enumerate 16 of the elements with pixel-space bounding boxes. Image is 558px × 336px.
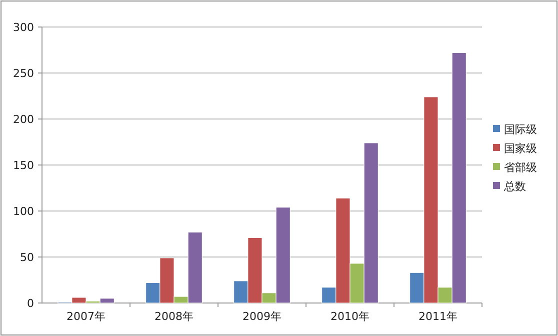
x-tick-label: 2007年: [66, 310, 106, 323]
y-tick-label: 200: [13, 113, 34, 126]
x-tick-label: 2010年: [330, 310, 370, 323]
y-tick-label: 300: [13, 21, 34, 34]
legend-label: 国际级: [504, 123, 537, 136]
y-tick-label: 100: [13, 205, 34, 218]
legend-label: 总数: [503, 180, 526, 193]
y-tick-label: 50: [20, 251, 34, 264]
legend-label: 省部级: [504, 161, 537, 174]
y-tick-label: 150: [13, 159, 34, 172]
y-tick-label: 250: [13, 67, 34, 80]
x-tick-label: 2008年: [154, 310, 194, 323]
x-tick-label: 2009年: [242, 310, 282, 323]
y-tick-label: 0: [27, 297, 34, 310]
x-tick-label: 2011年: [418, 310, 458, 323]
legend-label: 国家级: [504, 142, 537, 155]
